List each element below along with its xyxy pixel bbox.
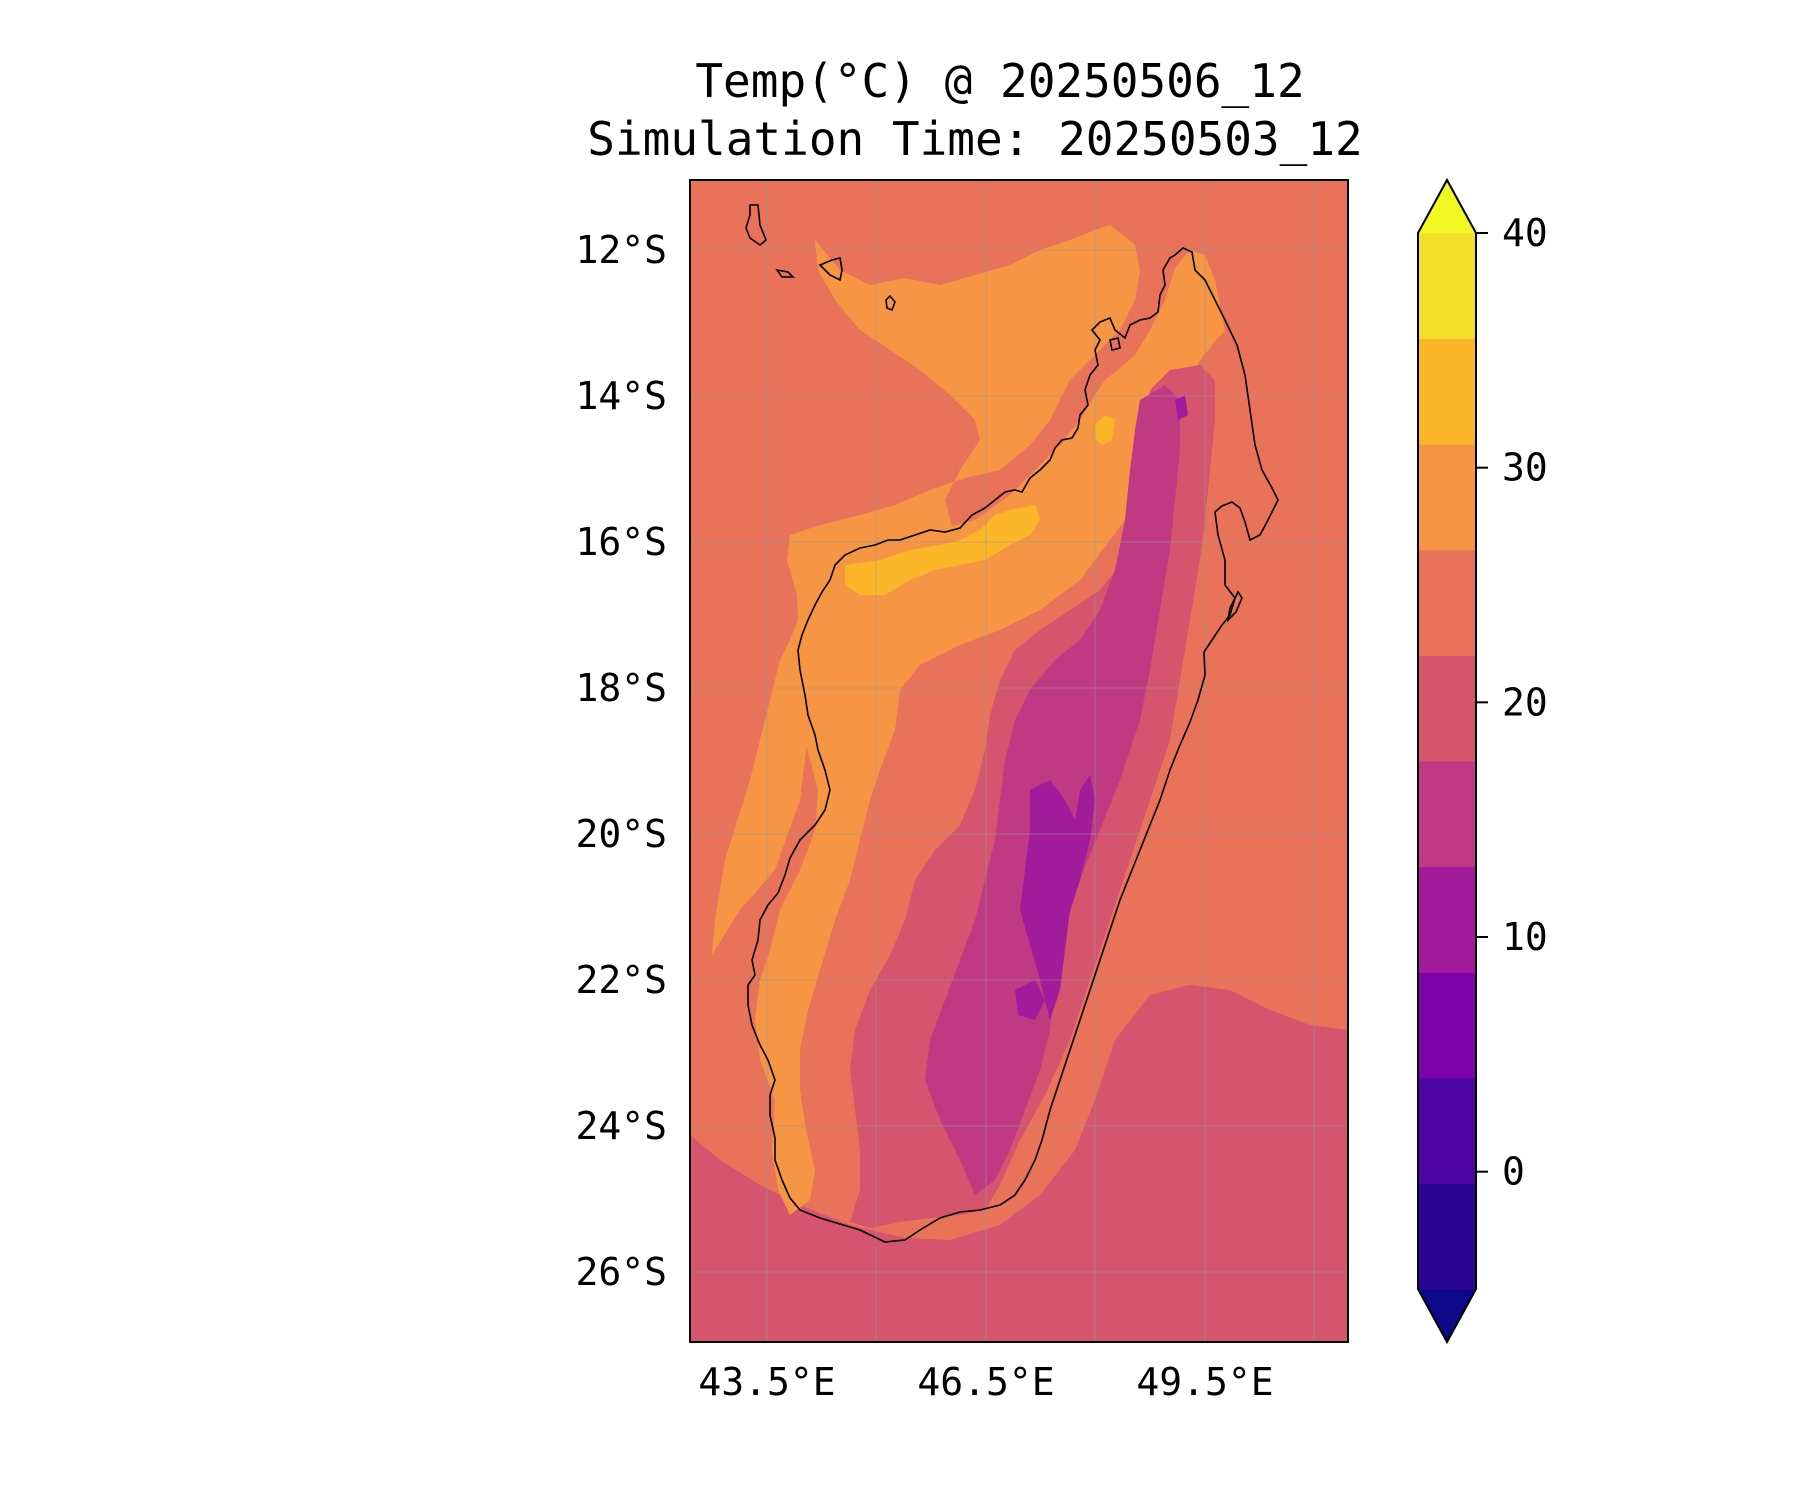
coastline — [745, 204, 1279, 1243]
colorbar-tick-label: 0 — [1502, 1150, 1525, 1194]
colorbar-tick-label: 20 — [1502, 680, 1548, 724]
lat-tick-label: 20°S — [575, 812, 667, 856]
coastline-nosy-be — [1109, 337, 1121, 351]
colorbar-tick-label: 10 — [1502, 915, 1548, 959]
zone-northwest-coast-hot-2 — [1095, 415, 1115, 445]
colorbar-extend-max — [1418, 180, 1476, 233]
coastline-madagascar — [747, 247, 1279, 1243]
map-frame — [689, 179, 1349, 1343]
colorbar-outline — [1417, 177, 1477, 1345]
lon-tick-label: 43.5°E — [698, 1360, 835, 1404]
zone-northwest-sea-warm — [712, 225, 1140, 955]
colorbar-tick-label: 40 — [1502, 211, 1548, 255]
lat-tick-label: 24°S — [575, 1104, 667, 1148]
zone-west-lowlands — [755, 250, 1225, 1215]
colorbar-band — [1418, 233, 1476, 340]
zone-highlands-peaks-3 — [1175, 395, 1188, 420]
colorbar-band — [1418, 1183, 1476, 1290]
lon-tick-label: 46.5°E — [917, 1360, 1054, 1404]
colorbar-band — [1418, 1077, 1476, 1184]
lon-tick-label: 49.5°E — [1136, 1360, 1273, 1404]
coastline-moheli — [775, 268, 795, 278]
colorbar: 0 10 20 30 40 — [1417, 177, 1548, 1345]
colorbar-extend-min — [1418, 1289, 1476, 1342]
colorbar-band — [1418, 444, 1476, 551]
lon-axis: 43.5°E 46.5°E 49.5°E — [698, 1360, 1273, 1404]
zone-highlands-peaks-2 — [1015, 980, 1045, 1020]
coastline-grande-comore — [745, 204, 767, 247]
colorbar-band — [1418, 338, 1476, 445]
colorbar-band — [1418, 655, 1476, 762]
lat-tick-label: 12°S — [575, 228, 667, 272]
lat-tick-label: 22°S — [575, 958, 667, 1002]
zone-highlands-peaks — [1020, 775, 1095, 1020]
zone-northwest-coast-hot — [845, 505, 1040, 595]
colorbar-band — [1418, 866, 1476, 973]
coastline-nosy-boraha — [1226, 590, 1243, 623]
lat-tick-label: 16°S — [575, 520, 667, 564]
coastline-anjouan — [818, 257, 843, 282]
colorbar-tick-label: 30 — [1502, 446, 1548, 490]
gridlines — [690, 180, 1348, 1342]
colorbar-band — [1418, 761, 1476, 868]
lat-tick-label: 18°S — [575, 666, 667, 710]
coastline-mayotte — [885, 294, 896, 312]
lat-axis: 12°S 14°S 16°S 18°S 20°S 22°S 24°S 26°S — [575, 228, 667, 1294]
map-panel — [690, 180, 1348, 1342]
lat-tick-label: 26°S — [575, 1250, 667, 1294]
colorbar-band — [1418, 549, 1476, 656]
map-title-line2: Simulation Time: 20250503_12 — [587, 112, 1362, 166]
zone-southern-ocean-cool — [690, 985, 1348, 1342]
colorbar-band — [1418, 972, 1476, 1079]
lat-tick-label: 14°S — [575, 374, 667, 418]
map-title-line1: Temp(°C) @ 20250506_12 — [695, 54, 1304, 108]
